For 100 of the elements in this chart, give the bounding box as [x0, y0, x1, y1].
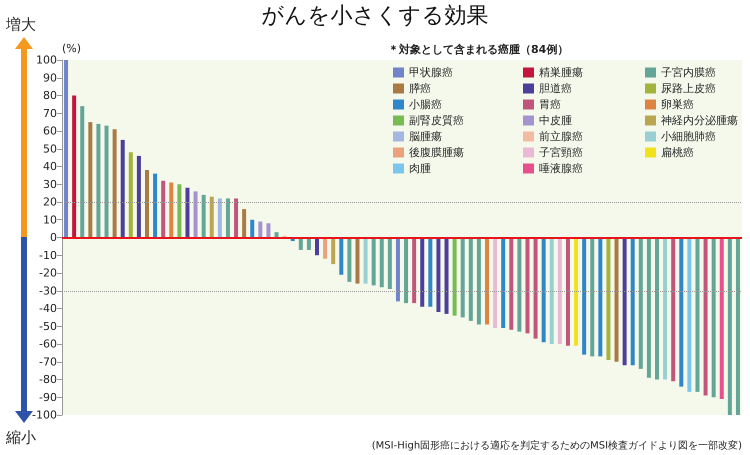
bar: [388, 238, 392, 289]
bar: [663, 238, 668, 380]
bar: [258, 222, 262, 238]
bar: [266, 223, 270, 238]
y-tick-label: -30: [39, 284, 57, 298]
y-axis-title: (%): [62, 42, 82, 55]
chart-title: がんを小さくする効果: [262, 4, 488, 28]
bar: [339, 238, 344, 275]
bar: [218, 198, 222, 238]
y-tick-label: -60: [39, 338, 57, 350]
bar: [185, 188, 190, 238]
y-tick-label: -10: [39, 248, 57, 262]
bar: [372, 238, 376, 286]
bar: [64, 60, 68, 238]
legend-label: 胆道癌: [539, 82, 572, 95]
bar: [606, 238, 610, 360]
legend-title: ＊対象として含まれる癌腫（84例）: [388, 43, 568, 56]
legend-label: 肉腫: [409, 162, 431, 175]
bar: [420, 238, 424, 307]
legend-label: 膵癌: [409, 82, 431, 95]
bar: [550, 238, 554, 344]
bar: [687, 238, 692, 392]
bar: [364, 238, 368, 284]
bar: [712, 238, 716, 398]
bar: [614, 238, 619, 362]
bar: [72, 96, 76, 238]
bar: [704, 238, 708, 396]
y-tick-label: -40: [39, 302, 57, 315]
legend-label: 子宮内膜癌: [661, 66, 716, 79]
bar: [104, 126, 109, 238]
bar: [412, 238, 416, 304]
y-tick-label: 70: [43, 106, 57, 120]
text: 縮小: [5, 428, 36, 446]
bar: [355, 238, 360, 284]
bar: [396, 238, 400, 302]
legend-label: 小腸癌: [409, 98, 442, 111]
bar: [88, 122, 92, 238]
bar: [679, 238, 684, 387]
bar: [460, 238, 465, 318]
text: (MSI-High固形癌における適応を判定するためのMSI検査ガイドより図を一部改変): [372, 440, 742, 452]
bar: [120, 140, 125, 238]
y-tick-label: 80: [43, 89, 57, 102]
bar: [476, 238, 481, 324]
legend-label: 尿路上皮癌: [661, 82, 716, 95]
y-tick-label: 100: [36, 54, 57, 66]
bar: [452, 238, 457, 316]
legend-label: 副腎皮質癌: [409, 114, 464, 127]
legend-label: 脳腫瘍: [409, 130, 442, 143]
bar: [177, 184, 182, 238]
y-tick-label: 50: [43, 142, 57, 156]
legend-label: 卵巣癌: [661, 98, 694, 111]
legend-label: 前立腺癌: [539, 130, 583, 143]
bar: [153, 174, 158, 238]
bar: [630, 238, 635, 366]
legend-label: 後腹膜腫瘍: [409, 146, 464, 159]
bar: [194, 191, 198, 238]
bar: [112, 129, 117, 238]
legend-label: 唾液腺癌: [539, 162, 583, 175]
legend-label: 扁桃癌: [661, 146, 694, 159]
y-tick-label: 0: [50, 231, 57, 244]
bar: [145, 170, 149, 238]
bar: [428, 238, 432, 307]
bar: [444, 238, 449, 314]
legend-label: 子宮頸癌: [539, 146, 583, 159]
bar: [728, 238, 732, 415]
bar: [509, 238, 514, 330]
bar: [250, 220, 254, 238]
y-tick-label: -100: [32, 408, 57, 422]
y-tick-label: 10: [43, 213, 57, 226]
bar: [161, 180, 166, 238]
y-tick-label: 60: [43, 124, 57, 138]
bar: [468, 238, 473, 321]
bar: [80, 106, 84, 238]
bar: [598, 238, 602, 356]
bar: [646, 238, 651, 378]
y-tick-label: 40: [43, 160, 57, 173]
bar: [638, 238, 643, 369]
bar: [671, 238, 676, 382]
bar: [534, 238, 538, 339]
y-tick-label: 20: [43, 196, 57, 208]
y-tick-label: -50: [39, 320, 57, 333]
y-tick-label: 90: [43, 71, 57, 84]
bar: [347, 238, 352, 282]
bar: [380, 238, 384, 288]
bar: [590, 238, 594, 356]
y-tick-label: -90: [39, 390, 57, 404]
bar: [485, 238, 489, 324]
y-tick-label: 30: [43, 178, 57, 191]
bar: [331, 238, 336, 264]
bar: [736, 238, 740, 415]
bar: [695, 238, 700, 392]
bar: [226, 198, 230, 238]
bar: [242, 209, 246, 238]
bar: [542, 238, 546, 342]
text: 増大: [5, 16, 36, 34]
y-tick-label: -20: [39, 266, 57, 280]
bar: [234, 198, 238, 238]
bar: [404, 238, 408, 304]
legend-label: 甲状腺癌: [409, 66, 453, 79]
bar: [582, 238, 586, 355]
